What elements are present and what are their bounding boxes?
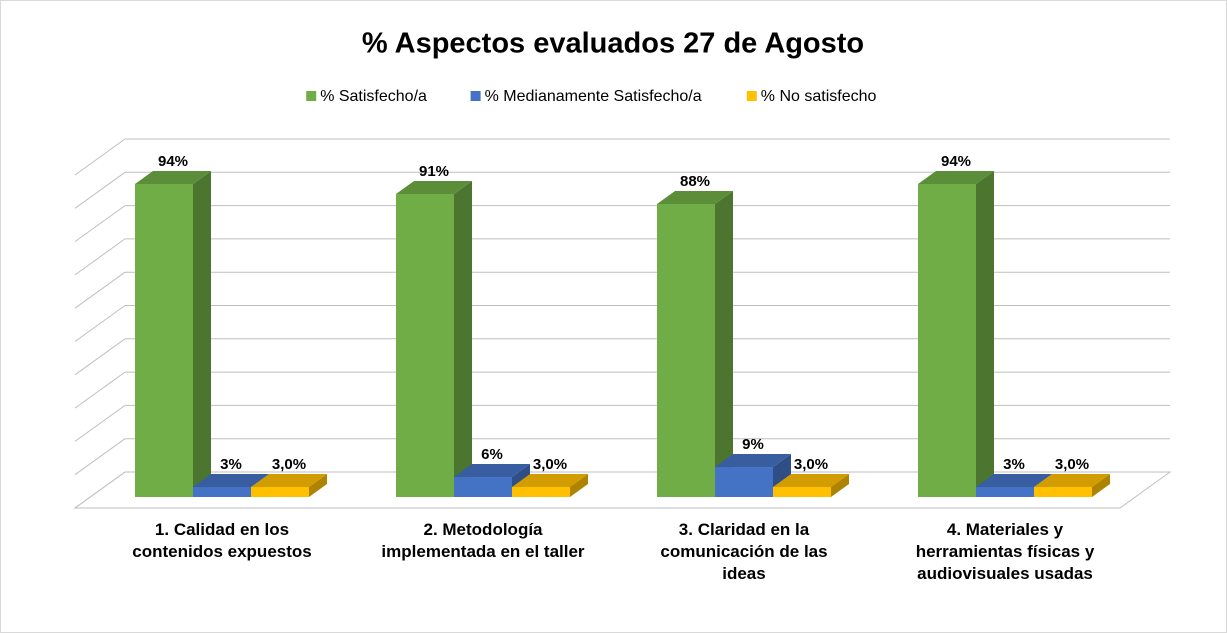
bar-front [918, 183, 976, 498]
bar-front [512, 487, 570, 497]
chart-title: % Aspectos evaluados 27 de Agosto [362, 28, 864, 60]
legend-swatch [306, 91, 317, 101]
bar-front [1034, 487, 1092, 497]
bar-top [918, 170, 994, 184]
bar [657, 190, 733, 497]
bar-top [396, 180, 472, 194]
x-tick-label: 2. Metodología implementada en el taller [381, 520, 585, 561]
bar [773, 474, 849, 497]
bar-side [454, 180, 472, 497]
bar-front [976, 487, 1034, 497]
grid-line [74, 371, 1170, 409]
bar-front [715, 467, 773, 497]
grid-side [74, 404, 126, 442]
data-label: 3% [1003, 456, 1025, 473]
x-tick-label: 1. Calidad en los contenidos expuestos [132, 520, 312, 561]
data-label: 3% [220, 456, 242, 473]
grid-line [74, 305, 1170, 342]
grid-side [74, 138, 126, 176]
data-label: 9% [742, 436, 764, 453]
data-label: 3,0% [272, 456, 306, 473]
grid-side [74, 371, 126, 409]
legend-label: % No satisfecho [761, 88, 877, 105]
grid-line [74, 138, 1170, 176]
grid-line [74, 171, 1170, 209]
grid-side [74, 338, 126, 376]
bar-side [1092, 474, 1110, 497]
grid-side [74, 171, 126, 209]
bar-top [715, 454, 791, 468]
grid-side [74, 305, 126, 342]
legend-label: % Medianamente Satisfecho/a [485, 88, 702, 105]
bar-front [251, 487, 309, 497]
data-label: 3,0% [794, 456, 828, 473]
data-label: 6% [481, 446, 503, 463]
legend-swatch [746, 91, 757, 101]
bar-front [454, 477, 512, 497]
legend-swatch [470, 91, 481, 101]
data-label: 94% [941, 153, 971, 170]
bar [251, 474, 327, 497]
grid-side [74, 471, 126, 509]
data-label: 91% [419, 163, 449, 180]
bar [1034, 474, 1110, 497]
bar [135, 170, 211, 498]
bar-front [773, 487, 831, 497]
bar-top [1034, 474, 1110, 488]
bar-top [251, 474, 327, 488]
grid-side [74, 205, 126, 243]
bar [396, 180, 472, 497]
data-label: 94% [158, 153, 188, 170]
x-tick-label: 4. Materiales y herramientas físicas y a… [915, 520, 1095, 583]
legend-label: % Satisfecho/a [320, 88, 427, 105]
grid-side [74, 271, 126, 309]
bar-front [193, 487, 251, 497]
bar-top [657, 190, 733, 204]
grid-line [74, 271, 1170, 309]
bar-side [193, 170, 211, 498]
bar-top [193, 474, 269, 488]
bar-top [976, 474, 1052, 488]
grid-line [74, 471, 1170, 509]
bar-side [976, 170, 994, 498]
bar-top [773, 474, 849, 488]
grid-line [74, 404, 1170, 442]
grid-line [74, 205, 1170, 243]
bar-front [396, 193, 454, 497]
bar-front [657, 203, 715, 497]
data-label: 88% [680, 173, 710, 190]
data-label: 3,0% [533, 456, 567, 473]
bar-top [454, 464, 530, 478]
bar-top [135, 170, 211, 184]
grid-line [74, 338, 1170, 376]
bar [918, 170, 994, 498]
bar-side [570, 474, 588, 497]
x-tick-label: 3. Claridad en la comunicación de las id… [660, 520, 828, 583]
grid-side [74, 238, 126, 276]
bar-side [831, 474, 849, 497]
grid-line [74, 438, 1170, 476]
bar [512, 474, 588, 497]
bar-front [135, 183, 193, 498]
grid-line [74, 238, 1170, 276]
grid-side [74, 438, 126, 476]
bar-top [512, 474, 588, 488]
data-label: 3,0% [1055, 456, 1089, 473]
bar-side [309, 474, 327, 497]
bar-side [715, 190, 733, 497]
